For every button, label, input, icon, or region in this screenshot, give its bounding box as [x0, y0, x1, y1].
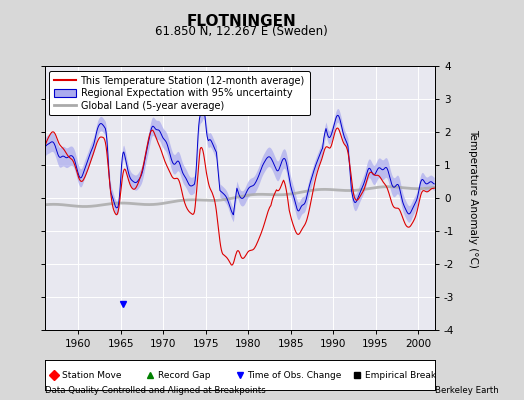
Text: Station Move: Station Move: [62, 370, 122, 380]
Text: Berkeley Earth: Berkeley Earth: [435, 386, 499, 395]
Text: Data Quality Controlled and Aligned at Breakpoints: Data Quality Controlled and Aligned at B…: [45, 386, 265, 395]
Text: Record Gap: Record Gap: [158, 370, 210, 380]
Text: Empirical Break: Empirical Break: [365, 370, 436, 380]
Text: 61.850 N, 12.267 E (Sweden): 61.850 N, 12.267 E (Sweden): [155, 25, 328, 38]
Legend: This Temperature Station (12-month average), Regional Expectation with 95% uncer: This Temperature Station (12-month avera…: [49, 71, 310, 116]
Text: Time of Obs. Change: Time of Obs. Change: [247, 370, 342, 380]
Y-axis label: Temperature Anomaly (°C): Temperature Anomaly (°C): [468, 128, 478, 268]
Text: FLOTNINGEN: FLOTNINGEN: [186, 14, 296, 29]
